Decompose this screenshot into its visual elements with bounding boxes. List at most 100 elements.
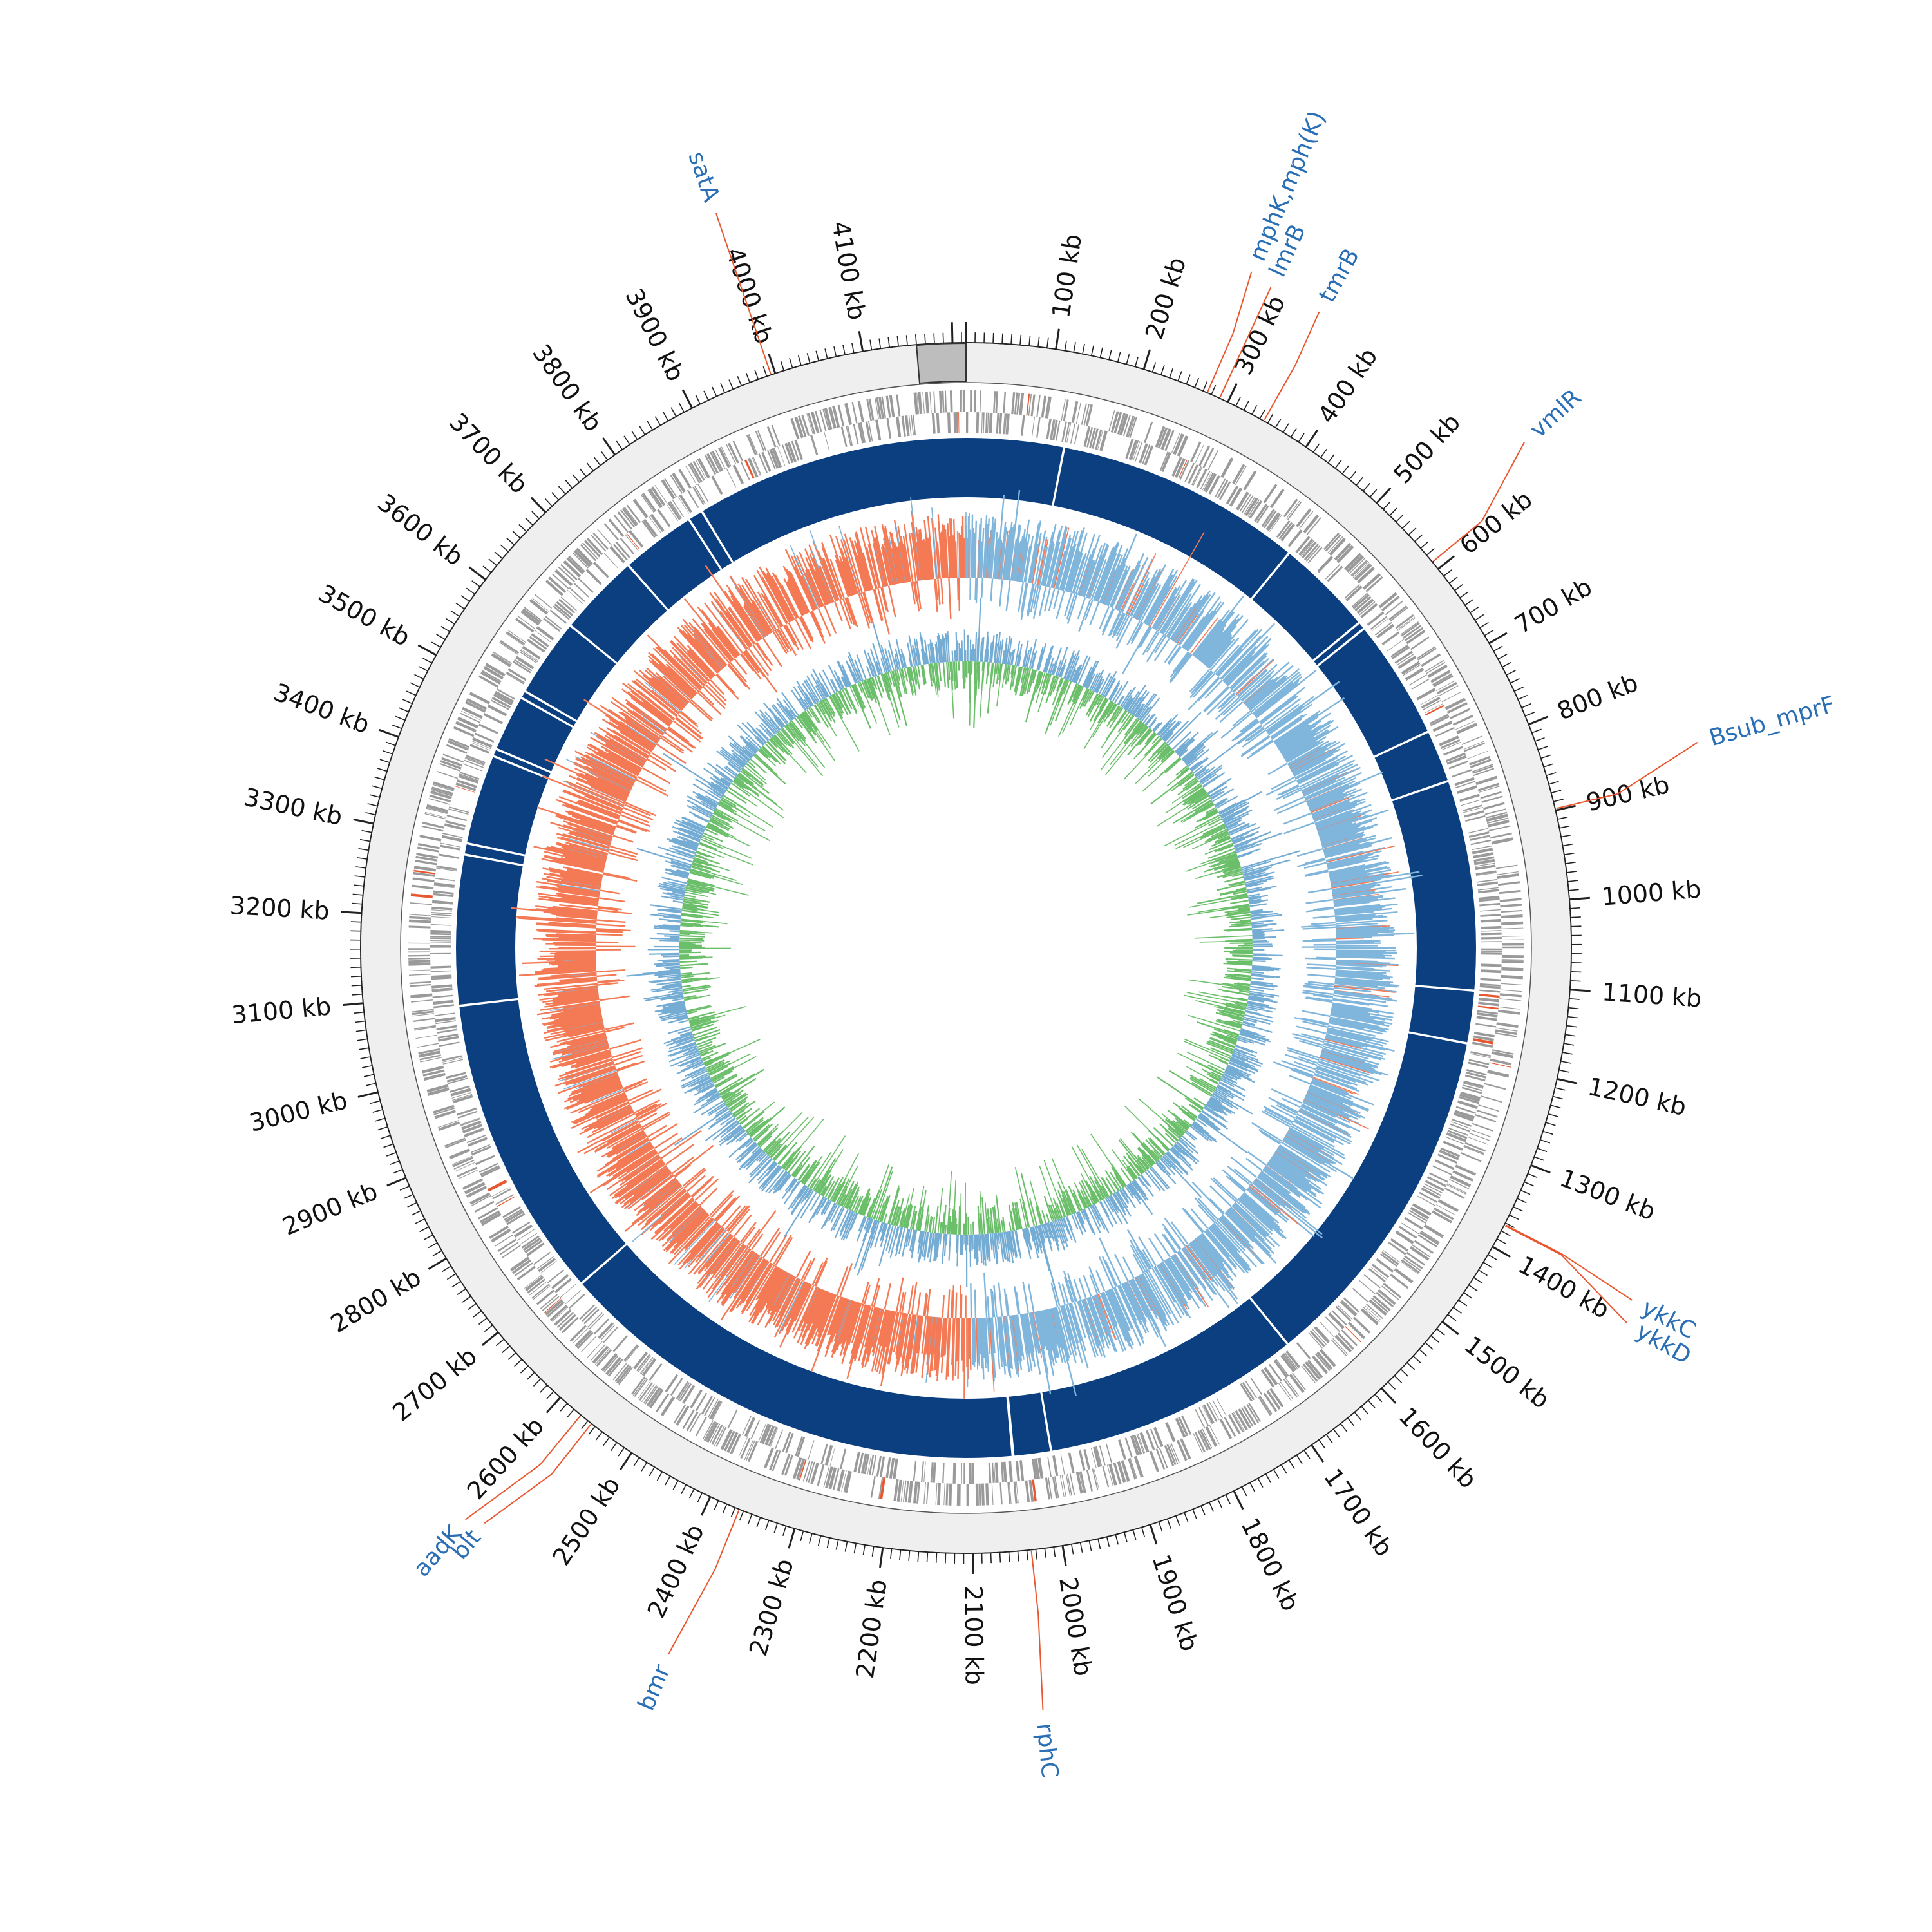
gc-skew-bar	[547, 1017, 603, 1030]
gc-content-bar	[895, 1227, 902, 1251]
gene-feature-bar	[495, 1194, 515, 1206]
gc-skew-bar	[1236, 1200, 1273, 1235]
gene-feature-bar	[1113, 412, 1122, 434]
gc-content-bar	[918, 1231, 922, 1243]
gc-content-bar	[1217, 869, 1242, 878]
gene-feature-bar	[902, 1480, 907, 1502]
gene-feature-bar	[771, 424, 781, 446]
gc-skew-bar	[1305, 869, 1329, 876]
gc-content-bar	[826, 1177, 840, 1200]
gene-feature-bar	[994, 1462, 999, 1483]
gc-skew-bar	[1250, 1184, 1300, 1225]
gc-skew-bar	[1334, 979, 1399, 987]
gc-content-bar	[1227, 967, 1252, 971]
gc-skew-bar	[1153, 1233, 1171, 1258]
gc-skew-bar	[642, 701, 672, 724]
gc-skew-bar	[1241, 1194, 1284, 1233]
gc-skew-bar	[614, 1160, 664, 1197]
gene-feature-bar	[431, 906, 453, 911]
gene-feature-bar	[1446, 701, 1468, 714]
gc-skew-bar	[935, 1317, 942, 1376]
gc-content-bar	[980, 641, 983, 662]
gc-content-bar	[1223, 1021, 1242, 1028]
gc-skew-bar	[1210, 1177, 1236, 1202]
gc-skew-bar	[674, 1144, 714, 1177]
gene-feature-bar	[726, 444, 737, 464]
gene-feature-bar	[857, 1452, 864, 1473]
gc-skew-bar	[551, 1007, 601, 1018]
gene-feature-bar	[797, 1436, 806, 1457]
gc-skew-bar	[1280, 785, 1300, 796]
gc-skew-bar	[1327, 856, 1368, 867]
gc-skew-bar	[1231, 655, 1267, 690]
gc-content-bar	[840, 1211, 855, 1240]
gc-skew-bar	[705, 565, 759, 643]
gc-skew-bar	[1242, 735, 1270, 755]
gc-skew-bar	[634, 670, 683, 712]
gc-skew-bar	[559, 976, 597, 981]
gc-skew-bar	[1329, 869, 1365, 878]
gc-skew-bar	[573, 1068, 616, 1085]
gc-skew-bar	[1258, 1173, 1310, 1213]
gene-feature-bar	[1047, 1477, 1052, 1499]
gc-skew-bar	[1309, 788, 1363, 811]
gc-skew-bar	[547, 1019, 603, 1032]
gene-feature-bar	[723, 1430, 735, 1452]
gc-content-bar	[1195, 768, 1206, 777]
gc-content-bar	[1227, 1065, 1240, 1072]
gc-content-bar	[951, 1221, 953, 1235]
gc-content-bar	[1249, 992, 1274, 998]
gene-feature-bar	[1261, 509, 1275, 527]
gc-skew-bar	[597, 777, 630, 793]
gene-feature-bar	[1164, 430, 1175, 451]
gc-skew-bar	[542, 939, 596, 942]
gc-content-bar	[840, 1209, 851, 1233]
gene-feature-bar	[1202, 1405, 1212, 1425]
gene-feature-bar	[410, 993, 433, 999]
gc-skew-bar	[591, 1111, 634, 1133]
gc-skew-bar	[1030, 584, 1037, 612]
gc-skew-bar	[612, 1130, 645, 1150]
gene-feature-bar	[607, 1358, 623, 1377]
gc-content-bar	[1083, 690, 1094, 707]
gc-skew-bar	[1263, 1106, 1294, 1123]
gc-skew-bar	[720, 1256, 763, 1321]
gene-feature-bar	[1198, 445, 1210, 466]
gene-feature-bar	[609, 546, 625, 564]
gc-skew-bar	[985, 518, 990, 578]
gc-skew-bar	[537, 930, 596, 934]
gc-content-bar	[1159, 720, 1177, 738]
gene-feature-bar	[1171, 433, 1180, 453]
gc-content-bar	[811, 1197, 826, 1219]
gc-skew-bar	[1228, 1208, 1275, 1255]
gc-content-bar	[1205, 1104, 1216, 1112]
gc-content-bar	[911, 1229, 916, 1253]
gc-content-bar	[1222, 871, 1243, 878]
gc-skew-bar	[674, 1220, 715, 1265]
gc-content-bar	[1144, 737, 1162, 757]
gc-skew-bar	[1010, 1315, 1019, 1378]
gc-skew-bar	[543, 911, 598, 918]
gc-skew-bar	[1086, 1297, 1106, 1349]
gene-feature-bar	[437, 1120, 459, 1128]
gc-skew-bar	[1320, 827, 1358, 840]
gc-skew-bar	[705, 1235, 733, 1267]
gc-skew-bar	[839, 1300, 855, 1345]
gc-content-bar	[1045, 655, 1052, 674]
gc-skew-bar	[679, 630, 719, 674]
gc-skew-bar	[1301, 924, 1336, 928]
gene-feature-bar	[414, 1025, 436, 1030]
gene-feature-bar	[944, 390, 947, 413]
gene-feature-bar	[451, 1092, 472, 1099]
gc-skew-bar	[840, 539, 859, 594]
gc-skew-bar	[1229, 1206, 1265, 1242]
contig-break	[463, 853, 525, 867]
gc-skew-bar	[1137, 626, 1151, 649]
gc-skew-bar	[859, 527, 877, 589]
gene-feature-bar	[904, 415, 910, 437]
gene-feature-bar	[1232, 464, 1245, 484]
gc-skew-bar	[1046, 529, 1061, 587]
gc-content-bar	[978, 661, 981, 689]
gene-feature-bar	[1499, 889, 1521, 895]
gc-skew-bar	[952, 1318, 956, 1381]
